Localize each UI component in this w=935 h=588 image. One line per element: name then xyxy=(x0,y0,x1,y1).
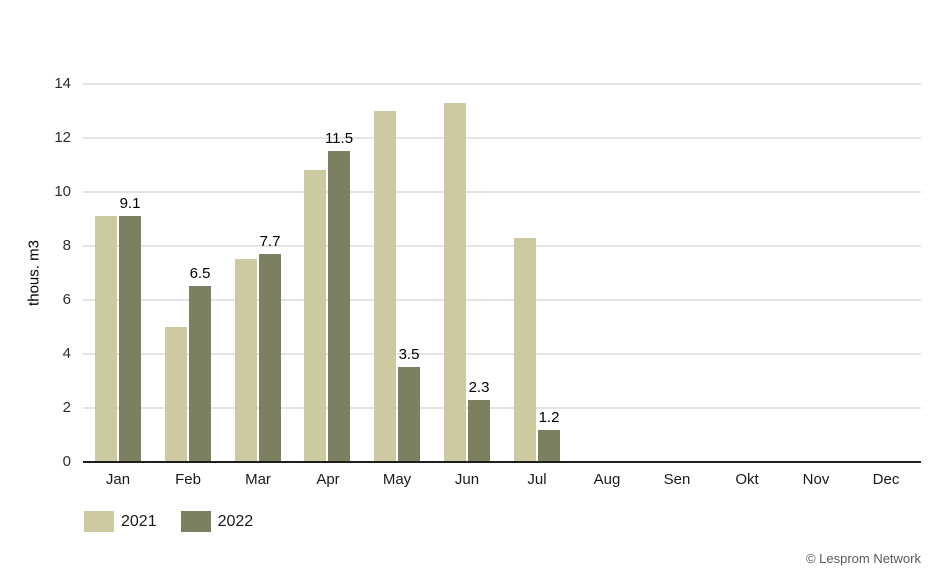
x-label-jun: Jun xyxy=(454,471,480,488)
x-label-nov: Nov xyxy=(802,471,830,488)
bar-2021-feb xyxy=(165,327,187,462)
y-tick-10: 10 xyxy=(54,183,71,200)
legend-label-2021: 2021 xyxy=(121,512,157,530)
bar-2022-feb xyxy=(189,286,211,462)
x-axis-line xyxy=(83,461,921,463)
bar-2022-mar xyxy=(259,254,281,462)
y-tick-8: 8 xyxy=(62,237,71,254)
gridline-12 xyxy=(83,137,921,139)
gridline-8 xyxy=(83,245,921,247)
gridline-14 xyxy=(83,83,921,85)
y-tick-12: 12 xyxy=(54,129,71,146)
x-label-okt: Okt xyxy=(735,471,759,488)
x-label-sen: Sen xyxy=(663,471,691,488)
bar-label-2022-jan: 9.1 xyxy=(119,195,141,212)
legend-label-2022: 2022 xyxy=(217,512,254,530)
bar-2021-apr xyxy=(304,170,326,462)
bar-2022-apr xyxy=(328,151,350,462)
copyright: © Lesprom Network xyxy=(805,551,921,566)
gridline-6 xyxy=(83,299,921,301)
bar-2022-jul xyxy=(538,430,560,462)
bar-label-2022-feb: 6.5 xyxy=(189,265,211,282)
y-tick-6: 6 xyxy=(62,291,71,308)
x-label-mar: Mar xyxy=(245,471,271,488)
legend: 2021 2022 xyxy=(84,511,277,532)
x-label-apr: Apr xyxy=(316,471,340,488)
bar-2022-jan xyxy=(119,216,141,462)
bar-label-2022-may: 3.5 xyxy=(398,346,420,363)
bar-label-2022-jun: 2.3 xyxy=(468,379,490,396)
bar-2022-may xyxy=(398,367,420,462)
x-label-aug: Aug xyxy=(593,471,621,488)
y-tick-14: 14 xyxy=(54,75,71,92)
bar-2021-mar xyxy=(235,259,257,462)
bar-label-2022-apr: 11.5 xyxy=(324,130,354,147)
bar-label-2022-jul: 1.2 xyxy=(538,409,560,426)
bar-2021-jul xyxy=(514,238,536,462)
bar-2021-jan xyxy=(95,216,117,462)
x-label-jan: Jan xyxy=(105,471,131,488)
legend-item-2021: 2021 xyxy=(84,511,157,532)
x-label-jul: Jul xyxy=(527,471,547,488)
y-tick-4: 4 xyxy=(62,345,71,362)
bar-2021-jun xyxy=(444,103,466,462)
legend-item-2022: 2022 xyxy=(180,511,254,532)
x-label-dec: Dec xyxy=(872,471,900,488)
legend-swatch-2021 xyxy=(84,511,114,532)
y-tick-2: 2 xyxy=(62,399,71,416)
y-tick-0: 0 xyxy=(62,453,71,470)
gridline-10 xyxy=(83,191,921,193)
gridline-2 xyxy=(83,407,921,409)
x-label-feb: Feb xyxy=(175,471,201,488)
legend-swatch-2022 xyxy=(180,511,211,532)
bar-2022-jun xyxy=(468,400,490,462)
bar-label-2022-mar: 7.7 xyxy=(259,233,281,250)
bar-2021-may xyxy=(374,111,396,462)
gridline-4 xyxy=(83,353,921,355)
x-label-may: May xyxy=(382,471,412,488)
